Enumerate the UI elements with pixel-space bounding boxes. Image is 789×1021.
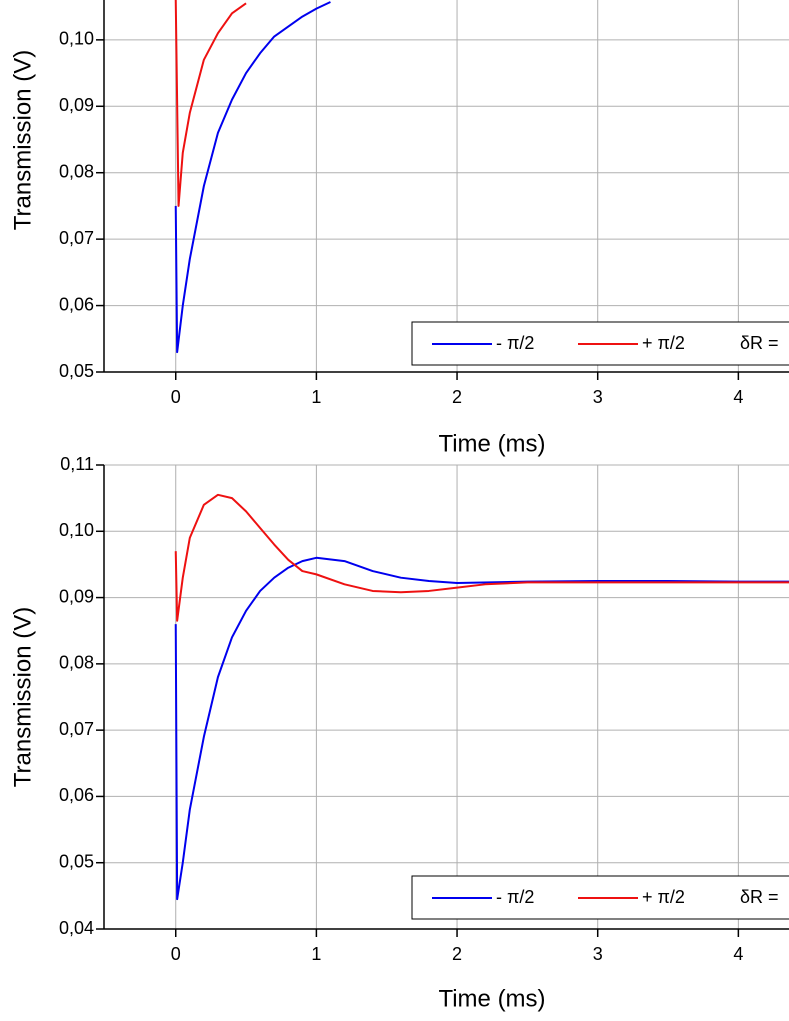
y-tick-label: 0,08: [59, 161, 94, 181]
x-tick-label: 0: [171, 944, 181, 964]
plot: 0,04 0,05 0,06 0,07 0,08 0,09 0,10 0,11 0 1 2 3 4 Tim…: [9, 454, 789, 1012]
data-line: [174, 493, 789, 622]
legend-label: + π/2: [642, 887, 685, 907]
x-tick-label: 2: [452, 387, 462, 407]
legend-note: δR =: [740, 887, 779, 907]
x-tick-label: 3: [593, 944, 603, 964]
data-line: [174, 1, 331, 354]
y-axis-title: Transmission (V): [9, 607, 36, 787]
y-tick-label: 0,10: [59, 29, 94, 49]
legend: - π/2 + π/2 δR =: [411, 875, 789, 920]
x-tick-label: 4: [733, 944, 743, 964]
x-tick-label: 1: [311, 387, 321, 407]
x-tick-label: 3: [593, 387, 603, 407]
y-tick-label: 0,06: [59, 785, 94, 805]
y-tick-label: 0,06: [59, 294, 94, 314]
plot: 0,05 0,06 0,07 0,08 0,09 0,10 0 1 2 3 4 Time (ms) Tr…: [9, 0, 789, 457]
x-tick-label: 4: [733, 387, 743, 407]
y-tick-label: 0,10: [59, 520, 94, 540]
x-tick-label: 2: [452, 944, 462, 964]
y-tick-label: 0,05: [59, 361, 94, 381]
data-line: [174, 556, 789, 901]
y-tick-label: 0,08: [59, 653, 94, 673]
x-tick-label: 0: [171, 387, 181, 407]
x-tick-label: 1: [311, 944, 321, 964]
y-tick-label: 0,05: [59, 851, 94, 871]
y-tick-label: 0,09: [59, 586, 94, 606]
legend: - π/2 + π/2 δR =: [411, 321, 789, 366]
x-axis-title: Time (ms): [438, 430, 545, 457]
legend-label: - π/2: [496, 887, 534, 907]
y-tick-label: 0,04: [59, 918, 94, 938]
y-tick-label: 0,09: [59, 95, 94, 115]
y-tick-label: 0,11: [60, 454, 94, 474]
legend-label: + π/2: [642, 333, 685, 353]
x-axis-title: Time (ms): [438, 985, 545, 1012]
y-axis-title: Transmission (V): [9, 50, 36, 230]
data-line: [174, 0, 247, 207]
series-group: [174, 0, 331, 354]
y-tick-label: 0,07: [59, 228, 94, 248]
series-group: [174, 493, 789, 901]
y-tick-label: 0,07: [59, 719, 94, 739]
legend-note: δR =: [740, 333, 779, 353]
legend-label: - π/2: [496, 333, 534, 353]
